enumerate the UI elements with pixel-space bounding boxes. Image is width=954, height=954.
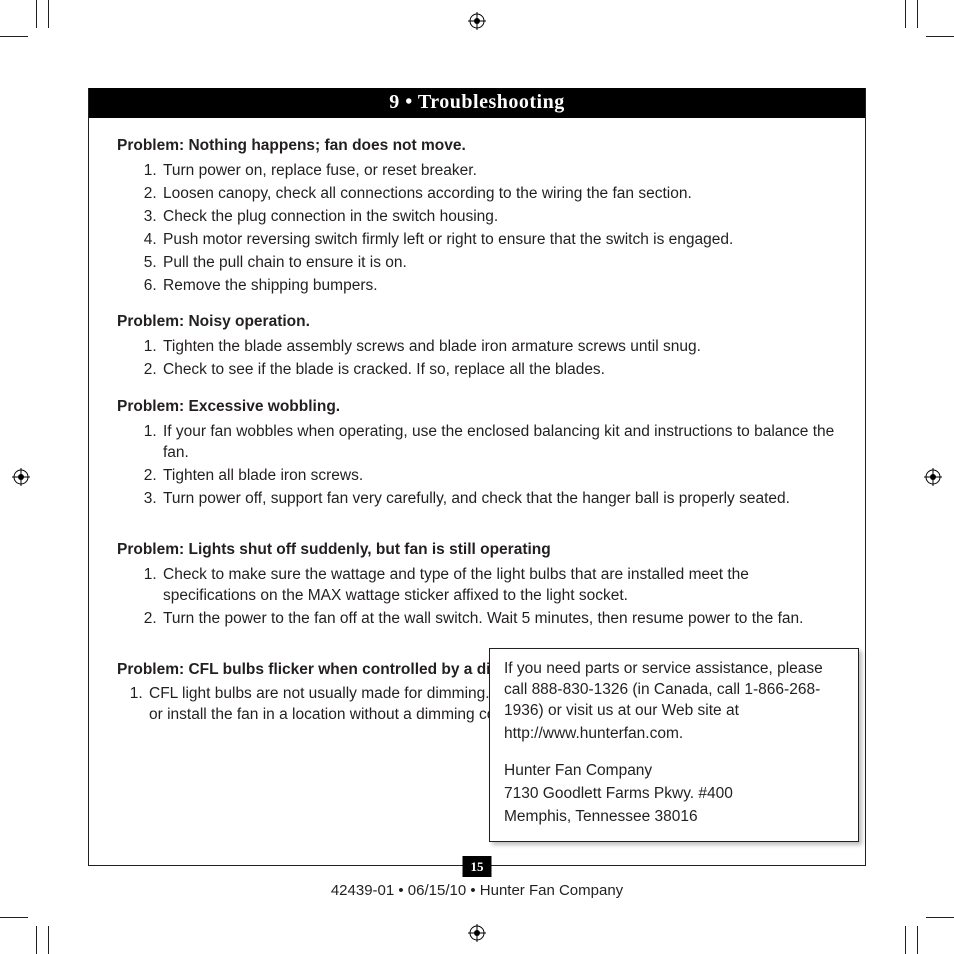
step-item: Check the plug connection in the switch … — [161, 207, 837, 228]
step-item: Tighten the blade assembly screws and bl… — [161, 337, 837, 358]
page-number-badge: 15 — [463, 858, 492, 876]
steps-list: Check to make sure the wattage and type … — [117, 565, 837, 630]
problem-block: Problem: Excessive wobbling. If your fan… — [117, 397, 837, 510]
problem-title: Problem: Lights shut off suddenly, but f… — [117, 540, 837, 561]
registration-mark-icon — [468, 12, 486, 30]
company-address: 7130 Goodlett Farms Pkwy. #400 — [504, 784, 844, 805]
steps-list: Turn power on, replace fuse, or reset br… — [117, 161, 837, 297]
problem-title: Problem: Excessive wobbling. — [117, 397, 837, 418]
problem-title: Problem: Noisy operation. — [117, 312, 837, 333]
company-address: Memphis, Tennessee 38016 — [504, 807, 844, 828]
step-item: Check to see if the blade is cracked. If… — [161, 360, 837, 381]
section-header: 9 • Troubleshooting — [89, 88, 865, 118]
step-item: Loosen canopy, check all connections acc… — [161, 184, 837, 205]
page-number: 15 — [463, 856, 492, 877]
step-item: Tighten all blade iron screws. — [161, 466, 837, 487]
registration-mark-icon — [924, 468, 942, 486]
step-item: Check to make sure the wattage and type … — [161, 565, 837, 607]
problem-block: Problem: Nothing happens; fan does not m… — [117, 136, 837, 296]
registration-mark-icon — [468, 924, 486, 942]
service-info-box: If you need parts or service assistance,… — [489, 648, 859, 842]
footer-text: 42439-01 • 06/15/10 • Hunter Fan Company — [331, 882, 623, 899]
steps-list: If your fan wobbles when operating, use … — [117, 422, 837, 510]
problem-title: Problem: Nothing happens; fan does not m… — [117, 136, 837, 157]
company-name: Hunter Fan Company — [504, 761, 844, 782]
step-item: Pull the pull chain to ensure it is on. — [161, 253, 837, 274]
info-url: http://www.hunterfan.com. — [504, 724, 844, 745]
step-item: If your fan wobbles when operating, use … — [161, 422, 837, 464]
steps-list: Tighten the blade assembly screws and bl… — [117, 337, 837, 381]
registration-mark-icon — [12, 468, 30, 486]
problem-block: Problem: Lights shut off suddenly, but f… — [117, 540, 837, 630]
step-item: Turn the power to the fan off at the wal… — [161, 609, 837, 630]
step-item: Push motor reversing switch firmly left … — [161, 230, 837, 251]
document-page: 9 • Troubleshooting Problem: Nothing hap… — [88, 88, 866, 866]
info-text: If you need parts or service assistance,… — [504, 659, 844, 722]
step-item: Remove the shipping bumpers. — [161, 276, 837, 297]
step-item: Turn power off, support fan very careful… — [161, 489, 837, 510]
problem-block: Problem: Noisy operation. Tighten the bl… — [117, 312, 837, 381]
step-item: Turn power on, replace fuse, or reset br… — [161, 161, 837, 182]
